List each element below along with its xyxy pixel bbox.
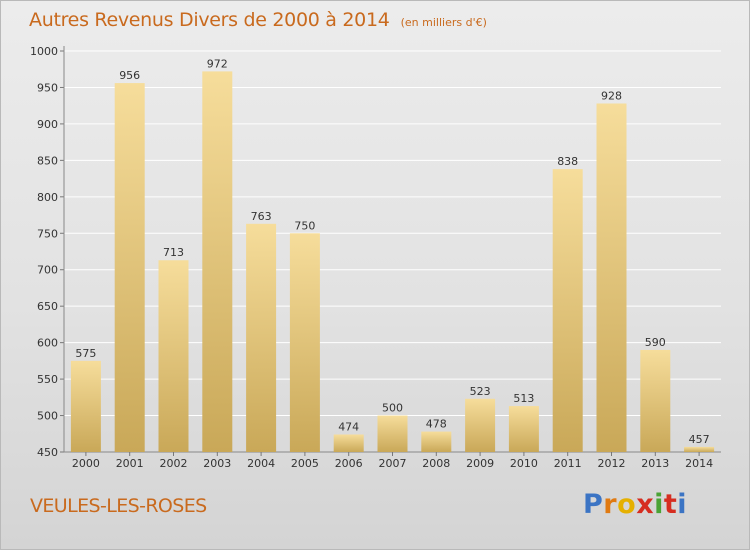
bar-value-label: 523 <box>470 385 491 398</box>
x-tick-label: 2004 <box>247 457 275 470</box>
logo-letter: o <box>617 489 637 520</box>
chart-title: Autres Revenus Divers de 2000 à 2014 <box>29 9 390 31</box>
bar-value-label: 478 <box>426 418 447 431</box>
x-tick-label: 2013 <box>641 457 669 470</box>
logo-letter: x <box>636 489 655 520</box>
y-tick-label: 1000 <box>30 45 58 58</box>
y-tick-label: 600 <box>37 337 58 350</box>
x-tick-label: 2012 <box>598 457 626 470</box>
logo-letter: r <box>603 489 618 520</box>
bar-value-label: 956 <box>119 69 140 82</box>
x-tick-label: 2010 <box>510 457 538 470</box>
y-tick-label: 750 <box>37 227 58 240</box>
bar-value-label: 763 <box>251 210 272 223</box>
y-tick-label: 700 <box>37 264 58 277</box>
city-name: VEULES-LES-ROSES <box>30 495 207 517</box>
y-tick-label: 550 <box>37 373 58 386</box>
y-tick-label: 650 <box>37 300 58 313</box>
bar <box>684 446 715 452</box>
x-tick-label: 2009 <box>466 457 494 470</box>
bar <box>508 406 539 452</box>
bar <box>640 349 671 452</box>
chart-subtitle: (en milliers d'€) <box>400 16 487 29</box>
bar-value-label: 972 <box>207 57 228 70</box>
bar <box>596 103 627 453</box>
bar <box>377 415 408 452</box>
proxiti-logo: Proxiti <box>583 489 687 520</box>
y-tick-label: 850 <box>37 154 58 167</box>
x-tick-label: 2000 <box>72 457 100 470</box>
bar <box>114 83 145 452</box>
logo-letter: i <box>677 489 688 520</box>
y-tick-label: 900 <box>37 118 58 131</box>
x-tick-label: 2001 <box>116 457 144 470</box>
bar <box>552 169 583 452</box>
bar-value-label: 575 <box>75 347 96 360</box>
x-tick-label: 2007 <box>379 457 407 470</box>
logo-letter: t <box>663 489 678 520</box>
bar-value-label: 457 <box>689 433 710 446</box>
bar <box>289 233 320 452</box>
bar <box>421 431 452 452</box>
bar-value-label: 713 <box>163 246 184 259</box>
x-tick-label: 2002 <box>160 457 188 470</box>
bar <box>333 434 364 452</box>
logo-letter: i <box>654 489 664 520</box>
title-row: Autres Revenus Divers de 2000 à 2014 (en… <box>29 9 487 31</box>
x-tick-label: 2006 <box>335 457 363 470</box>
bar <box>70 360 101 452</box>
y-tick-label: 950 <box>37 81 58 94</box>
logo-letter: P <box>583 489 604 520</box>
bar-value-label: 838 <box>557 155 578 168</box>
bar <box>246 223 277 452</box>
bar <box>202 71 233 452</box>
bar <box>465 398 496 452</box>
bar-value-label: 750 <box>294 219 315 232</box>
x-tick-label: 2011 <box>554 457 582 470</box>
bar <box>158 260 189 452</box>
x-tick-label: 2005 <box>291 457 319 470</box>
bar-value-label: 500 <box>382 402 403 415</box>
x-tick-label: 2008 <box>422 457 450 470</box>
bar-value-label: 513 <box>513 392 534 405</box>
bar-value-label: 928 <box>601 89 622 102</box>
bar-value-label: 590 <box>645 336 666 349</box>
x-tick-label: 2014 <box>685 457 713 470</box>
bar-value-label: 474 <box>338 421 359 434</box>
y-tick-label: 500 <box>37 410 58 423</box>
y-tick-label: 800 <box>37 191 58 204</box>
x-tick-label: 2003 <box>203 457 231 470</box>
y-tick-label: 450 <box>37 446 58 459</box>
